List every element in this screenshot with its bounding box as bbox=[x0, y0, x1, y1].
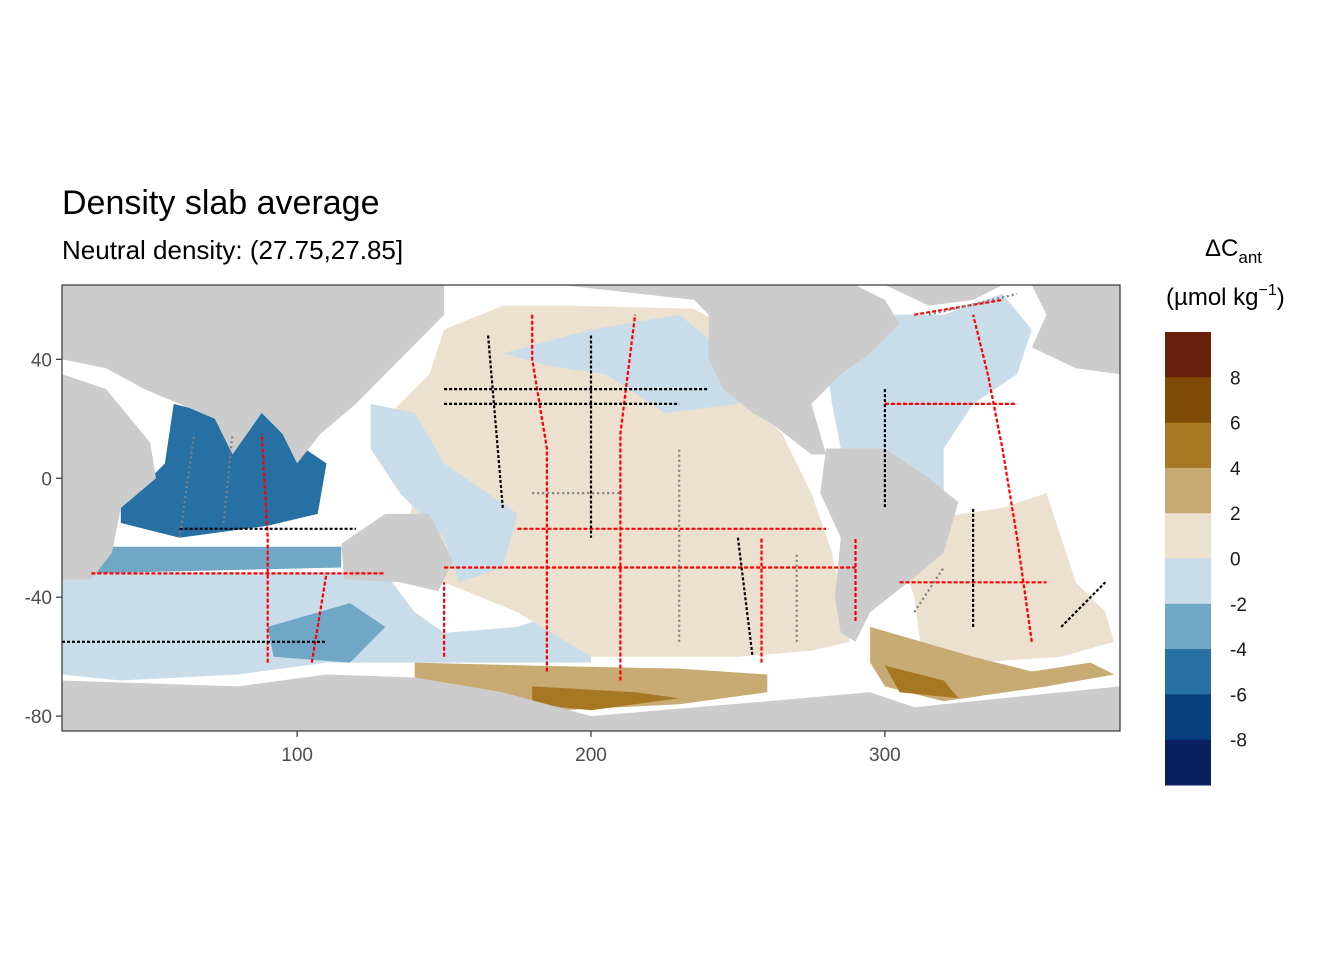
region-western-pacific-pale bbox=[370, 403, 518, 583]
region-south-atlantic bbox=[899, 493, 1115, 663]
legend-swatch bbox=[1165, 739, 1211, 786]
track-23 bbox=[1060, 581, 1107, 628]
legend-swatch bbox=[1165, 332, 1211, 378]
y-tick-label: 40 bbox=[31, 350, 52, 371]
legend-label: -6 bbox=[1230, 685, 1247, 706]
legend-title-unit: (µmol kg−1) bbox=[1166, 282, 1285, 311]
track-3 bbox=[260, 433, 269, 663]
track-4 bbox=[310, 573, 328, 663]
track-16 bbox=[487, 335, 504, 509]
region-indian-mid bbox=[91, 546, 342, 574]
legend-label: 2 bbox=[1230, 504, 1241, 525]
legend-swatch bbox=[1165, 694, 1211, 741]
land-greenland bbox=[884, 285, 1003, 306]
cruise-tracks bbox=[62, 292, 1107, 681]
track-10 bbox=[972, 314, 1033, 642]
legend-label: -4 bbox=[1230, 640, 1247, 661]
chart-title: Density slab average bbox=[62, 184, 380, 222]
legend-label: 0 bbox=[1230, 550, 1241, 571]
land-europe bbox=[1031, 285, 1120, 375]
legend-swatch bbox=[1165, 467, 1211, 514]
legend-label: 8 bbox=[1230, 368, 1241, 389]
legend-swatch bbox=[1165, 377, 1211, 424]
land-antarctica bbox=[62, 674, 1120, 731]
land-africa bbox=[62, 374, 156, 580]
track-7 bbox=[619, 314, 637, 681]
legend-label: 4 bbox=[1230, 459, 1241, 480]
region-ross-sea-deep bbox=[532, 686, 680, 711]
region-weddell-deep bbox=[884, 665, 959, 699]
legend-labels: 8 6 4 2 0 -2 -4 -6 -8 bbox=[1230, 368, 1247, 751]
legend-swatch bbox=[1165, 422, 1211, 469]
region-southern-pale-indian bbox=[267, 603, 386, 663]
x-tick-label: 100 bbox=[281, 745, 313, 766]
land-north-america bbox=[561, 285, 900, 455]
land-eurasia bbox=[62, 285, 445, 464]
legend-label: 6 bbox=[1230, 414, 1241, 435]
legend-label: -8 bbox=[1230, 731, 1247, 752]
y-tick-label: -80 bbox=[25, 707, 52, 728]
legend-swatch bbox=[1165, 649, 1211, 695]
x-tick-label: 300 bbox=[869, 745, 901, 766]
track-30 bbox=[928, 292, 1018, 316]
region-indian-north bbox=[120, 403, 327, 538]
y-tick-label: 0 bbox=[41, 469, 52, 490]
legend-swatch bbox=[1165, 513, 1211, 559]
y-axis: 40 0 -40 -80 bbox=[25, 350, 62, 728]
x-tick-label: 200 bbox=[575, 745, 607, 766]
y-tick-label: -40 bbox=[25, 588, 52, 609]
land-australia bbox=[341, 513, 453, 592]
legend-colorbar bbox=[1165, 332, 1211, 786]
legend: ΔCant (µmol kg−1) 8 6 4 2 0 -2 -4 -6 -8 bbox=[1165, 235, 1285, 786]
legend-swatch bbox=[1165, 558, 1211, 605]
track-29 bbox=[913, 566, 945, 613]
x-axis: 100 200 300 bbox=[281, 731, 901, 766]
legend-title-delta: ΔCant bbox=[1205, 235, 1262, 267]
legend-label: -2 bbox=[1230, 595, 1247, 616]
chart-subtitle: Neutral density: (27.75,27.85] bbox=[62, 235, 404, 265]
track-6 bbox=[531, 314, 549, 672]
legend-swatch bbox=[1165, 603, 1211, 650]
